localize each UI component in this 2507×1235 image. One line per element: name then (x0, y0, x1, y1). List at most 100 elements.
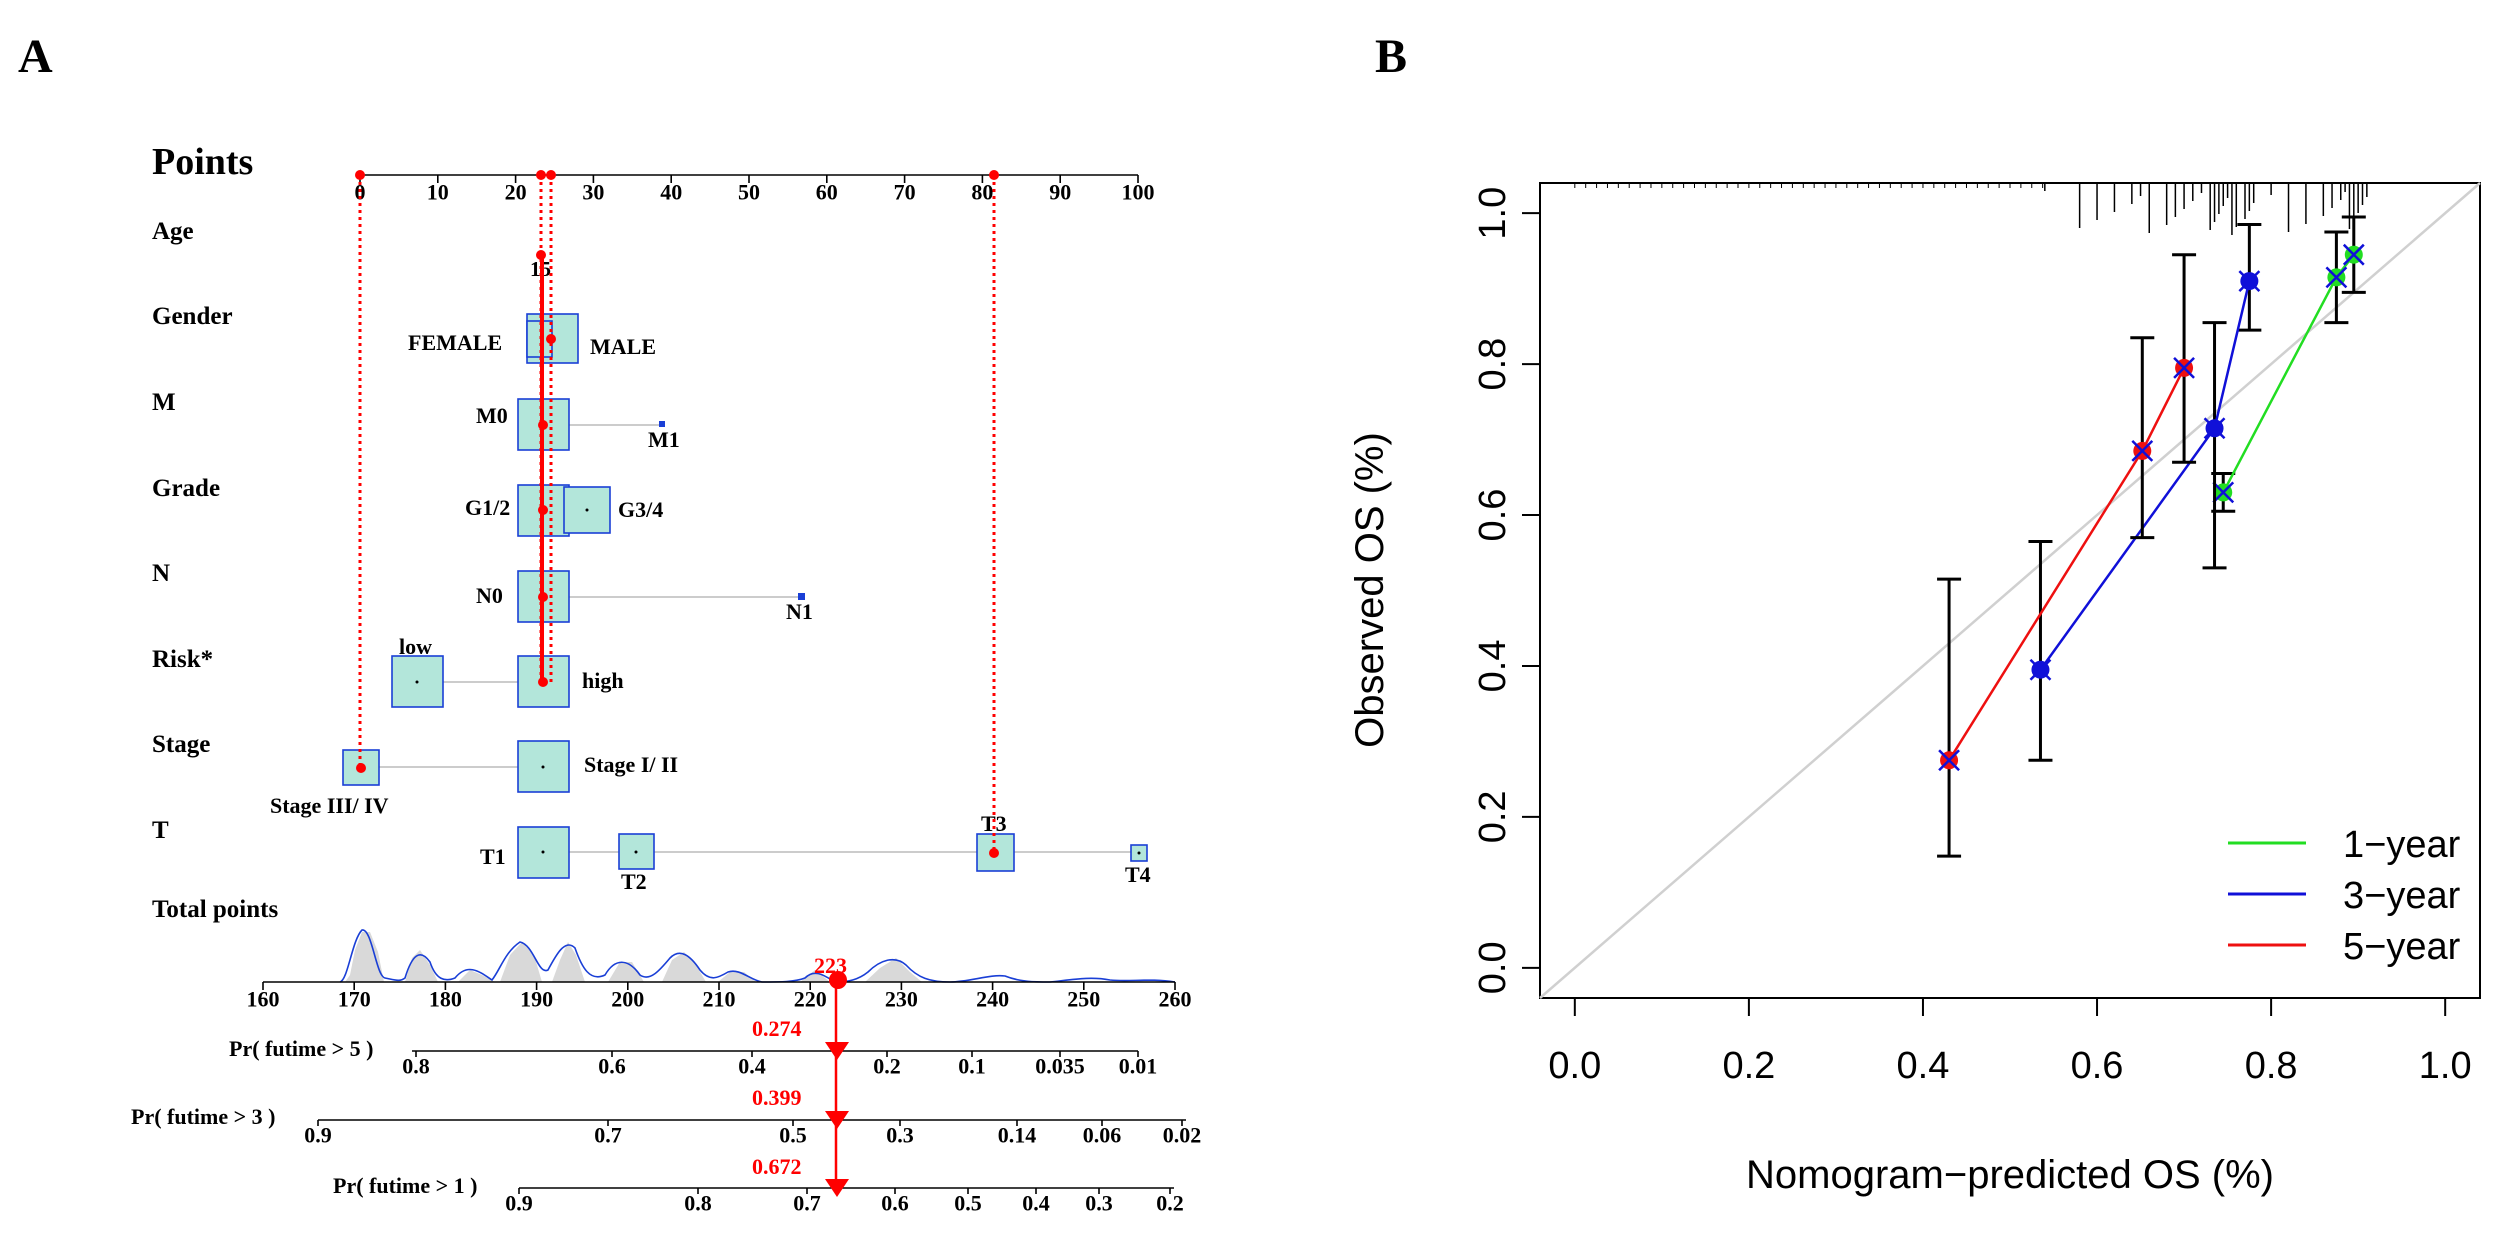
risk-high-label: high (582, 668, 624, 693)
points-tick-label: 40 (660, 180, 682, 205)
t1-dot (541, 850, 545, 854)
x-tick-label: 1.0 (2419, 1045, 2472, 1087)
nomogram-panel: A Points 0102030405060708090100 AgeGende… (18, 30, 1201, 1216)
y-tick-label: 0.4 (1472, 640, 1514, 693)
y-axis-ticks: 0.0 0.2 0.4 0.6 0.8 1.0 (1472, 187, 1540, 994)
pr5-tick-label: 0.4 (738, 1054, 766, 1079)
data-point-cross (2173, 357, 2195, 379)
data-point-cross (2342, 243, 2365, 266)
t4-dot (1137, 851, 1141, 855)
total-points-tick-label: 190 (520, 987, 553, 1012)
pr5-tick-label: 0.01 (1119, 1054, 1158, 1079)
t2-dot (634, 850, 638, 854)
series-2 (2028, 223, 2262, 762)
marker-age-axis (536, 170, 546, 180)
legend-label: 1−year (2343, 824, 2461, 866)
pr1-tick-label: 0.9 (505, 1191, 533, 1216)
pr3-tick-label: 0.06 (1083, 1123, 1122, 1148)
total-points-label: Total points (152, 896, 278, 923)
total-points-tick-label: 180 (429, 987, 462, 1012)
pr1-label: Pr( futime > 1 ) (333, 1173, 477, 1198)
pr5-label: Pr( futime > 5 ) (229, 1036, 373, 1061)
pr3-tick-label: 0.14 (998, 1123, 1037, 1148)
risk-low-label: low (399, 634, 432, 659)
pr1-tick-label: 0.7 (793, 1191, 821, 1216)
t1-label: T1 (480, 844, 506, 869)
total-points-tick-label: 160 (247, 987, 280, 1012)
gender-female-label: FEMALE (408, 330, 502, 355)
data-point-cross (2029, 658, 2052, 681)
pr1-tick-label: 0.4 (1022, 1191, 1050, 1216)
marker-gender-axis (546, 170, 556, 180)
pr1-tick-label: 0.6 (881, 1191, 909, 1216)
legend-label: 5−year (2343, 926, 2461, 968)
pr1-marker (825, 1179, 849, 1197)
marker-risk (538, 677, 548, 687)
x-tick-label: 0.8 (2245, 1045, 2298, 1087)
grade-g12-label: G1/2 (465, 495, 510, 520)
total-points-ticks: 160 170 180 190 200 210 220 230 240 250 260 (247, 982, 1192, 1012)
marker-grade (538, 505, 548, 515)
variable-label: T (152, 817, 169, 844)
data-point-cross (2203, 417, 2226, 440)
legend-label: 3−year (2343, 875, 2461, 917)
variable-label: Age (152, 218, 194, 245)
n1-label: N1 (786, 599, 813, 624)
marker-m (538, 420, 548, 430)
series-3 (1937, 253, 2197, 858)
x-axis-label: Nomogram−predicted OS (%) (1746, 1153, 2274, 1197)
y-tick-label: 0.6 (1472, 489, 1514, 542)
marker-age (536, 250, 546, 260)
total-points-tick-label: 230 (885, 987, 918, 1012)
legend: 1−year 3−year 5−year (2228, 824, 2461, 968)
panel-b-label: B (1375, 30, 1407, 83)
pr1-tick-label: 0.2 (1156, 1191, 1184, 1216)
total-points-tick-label: 250 (1067, 987, 1100, 1012)
marker-stage-axis (355, 170, 365, 180)
pr5-tick-label: 0.2 (873, 1054, 901, 1079)
m0-label: M0 (476, 403, 508, 428)
panel-a-label: A (18, 30, 53, 83)
t3-label: T3 (981, 811, 1007, 836)
points-title: Points (152, 141, 253, 183)
pr3-tick-label: 0.5 (779, 1123, 807, 1148)
density-fill-1 (345, 932, 384, 982)
data-point-cross (2238, 270, 2261, 292)
ideal-diagonal (1539, 182, 2481, 999)
density-fill-4 (500, 942, 542, 982)
x-axis-ticks: 0.0 0.2 0.4 0.6 0.8 1.0 (1548, 998, 2472, 1087)
pr3-marker (825, 1111, 849, 1129)
series-line (2039, 280, 2251, 671)
series-1 (2211, 215, 2366, 513)
total-points-tick-label: 200 (611, 987, 644, 1012)
points-tick-label: 10 (427, 180, 449, 205)
calibration-series (1937, 215, 2366, 858)
pr1-value: 0.672 (752, 1154, 802, 1179)
y-tick-label: 1.0 (1472, 187, 1514, 240)
gender-male-label: MALE (590, 334, 656, 359)
points-tick-label: 80 (971, 180, 993, 205)
variable-label: M (152, 389, 176, 416)
t2-label: T2 (621, 869, 647, 894)
risk-low-dot (415, 680, 419, 684)
marker-t-axis (989, 170, 999, 180)
total-points-tick-label: 210 (703, 987, 736, 1012)
x-tick-label: 0.6 (2071, 1045, 2124, 1087)
marker-t (989, 848, 999, 858)
total-points-density (339, 929, 1176, 983)
total-points-marker (829, 971, 847, 989)
x-tick-label: 0.4 (1897, 1045, 1950, 1087)
variable-label: Risk* (152, 646, 213, 673)
y-tick-label: 0.0 (1472, 941, 1514, 994)
pr5-tick-label: 0.6 (598, 1054, 626, 1079)
y-tick-label: 0.2 (1472, 790, 1514, 843)
density-fill-6 (608, 962, 644, 982)
density-fill-3 (458, 970, 495, 982)
pr5-marker (825, 1042, 849, 1060)
pr3-tick-label: 0.02 (1163, 1123, 1202, 1148)
series-line (2222, 253, 2355, 493)
pr3-label: Pr( futime > 3 ) (131, 1104, 275, 1129)
n1-box (798, 593, 805, 600)
total-points-tick-label: 220 (794, 987, 827, 1012)
pr1-tick-label: 0.3 (1085, 1191, 1113, 1216)
